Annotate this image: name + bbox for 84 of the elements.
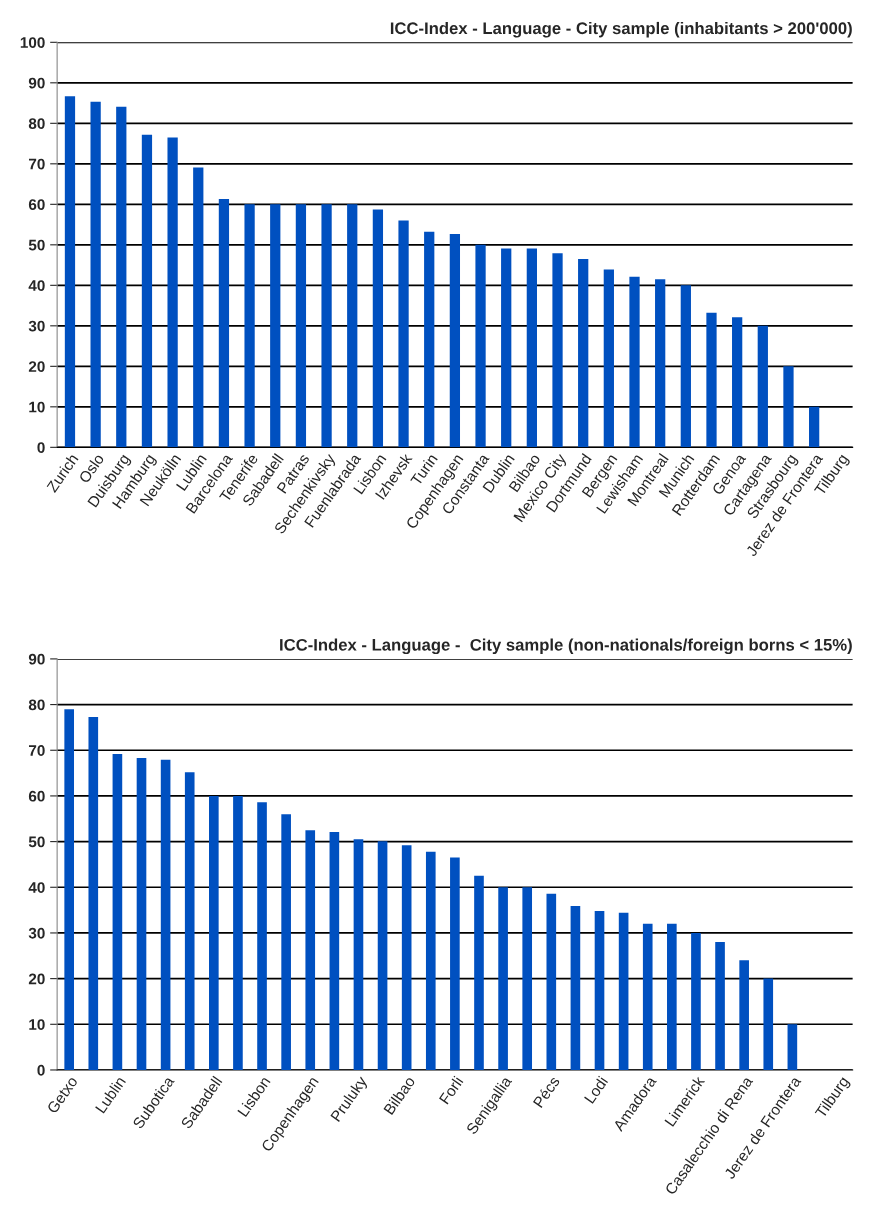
y-tick-label: 10 <box>29 1019 45 1030</box>
y-tick-label: 90 <box>28 653 45 665</box>
y-tick-label: 0 <box>37 1064 45 1076</box>
bar <box>449 233 461 448</box>
bar <box>629 276 640 448</box>
bar <box>209 795 219 1070</box>
bar <box>474 875 484 1070</box>
bar <box>552 253 563 448</box>
bar <box>578 259 589 448</box>
bar <box>347 204 358 448</box>
bar <box>270 204 281 448</box>
y-tick-label: 40 <box>28 882 45 893</box>
bar <box>160 759 171 1070</box>
bar <box>193 167 204 448</box>
bar <box>680 285 691 448</box>
y-tick-label: 20 <box>28 973 45 985</box>
y-tick-label: 70 <box>28 745 45 756</box>
bar <box>321 204 332 448</box>
bar <box>244 204 255 448</box>
y-tick-label: 50 <box>28 239 45 251</box>
y-tick-label: 50 <box>28 836 45 848</box>
bar <box>401 845 412 1070</box>
bar <box>64 709 75 1070</box>
bar <box>184 772 195 1070</box>
bar <box>112 753 123 1070</box>
bar <box>809 406 820 448</box>
bar <box>329 832 340 1070</box>
y-tick-label: 30 <box>28 927 45 939</box>
y-tick-label: 90 <box>28 77 45 89</box>
bar <box>757 325 768 448</box>
bar <box>706 312 717 448</box>
bar <box>136 758 147 1070</box>
bar <box>739 960 749 1070</box>
bar <box>233 795 243 1070</box>
y-tick-label: 70 <box>28 158 45 170</box>
bar <box>398 220 409 448</box>
bar <box>783 366 794 448</box>
bar <box>424 231 435 448</box>
bar <box>522 887 533 1070</box>
bar <box>763 978 774 1070</box>
bar <box>353 839 364 1070</box>
bar <box>691 932 701 1070</box>
bar <box>425 851 436 1070</box>
bar <box>295 204 307 448</box>
y-tick-label: 40 <box>28 280 45 292</box>
bar <box>603 269 614 448</box>
y-tick-label: 30 <box>28 320 45 332</box>
bar <box>570 906 581 1070</box>
bar <box>498 887 508 1070</box>
bar <box>655 279 666 448</box>
chart-title: ICC-Index - Language - City sample (inhabitants > 200'000) <box>390 21 852 38</box>
y-tick-label: 60 <box>28 790 45 802</box>
bar <box>372 209 384 448</box>
bar <box>450 857 460 1070</box>
bar <box>546 893 557 1070</box>
y-tick-label: 60 <box>28 199 45 211</box>
chart-title: ICC-Index - Language - City sample (non-nationals/foreign borns < 15%) <box>280 638 852 655</box>
bar <box>526 248 537 448</box>
bar <box>618 912 629 1070</box>
y-tick-label: 10 <box>29 401 45 413</box>
bar <box>90 101 101 448</box>
bar <box>281 814 291 1070</box>
y-tick-label: 100 <box>20 37 45 48</box>
bar <box>88 716 99 1070</box>
bar <box>787 1024 798 1070</box>
bar <box>167 137 178 448</box>
bar <box>594 911 605 1070</box>
y-tick-label: 20 <box>28 361 45 373</box>
y-tick-label: 0 <box>37 442 45 454</box>
y-tick-label: 80 <box>28 118 45 129</box>
bar <box>501 248 512 448</box>
bar <box>305 830 316 1070</box>
bar <box>141 134 153 448</box>
bar <box>667 923 677 1070</box>
bar <box>732 317 743 448</box>
bar <box>475 244 486 448</box>
bar <box>116 106 127 448</box>
bar <box>257 802 267 1070</box>
y-tick-label: 80 <box>28 699 45 711</box>
bar <box>64 96 76 448</box>
bar <box>642 923 653 1070</box>
bar <box>715 942 725 1070</box>
bar <box>218 199 230 448</box>
bar <box>377 841 388 1070</box>
